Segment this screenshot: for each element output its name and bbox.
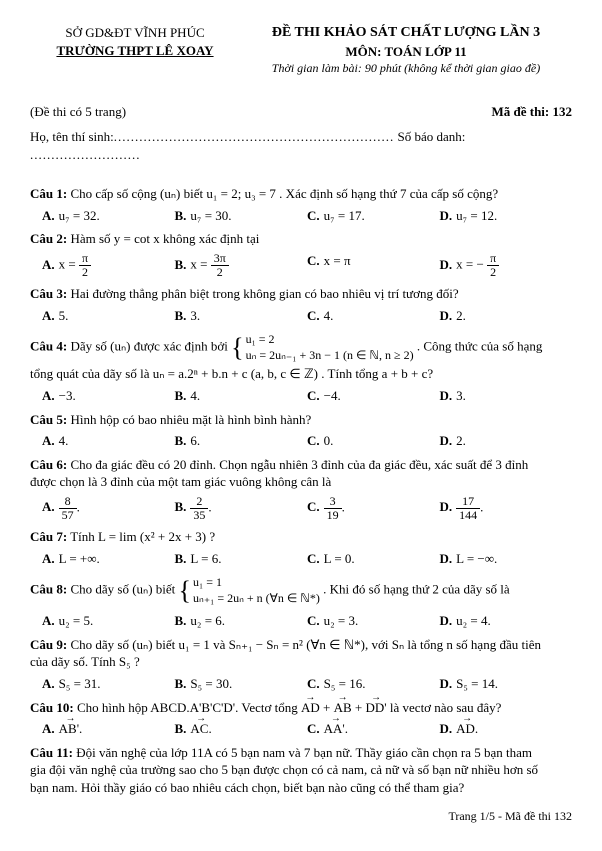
meta-row: (Đề thi có 5 trang) Mã đề thi: 132 (30, 103, 572, 121)
question-5: Câu 5: Hình hộp có bao nhiêu mặt là hình… (30, 411, 572, 450)
question-2: Câu 2: Hàm số y = cot x không xác định t… (30, 230, 572, 279)
q1-label: Câu 1: (30, 186, 67, 201)
exam-title: ĐỀ THI KHẢO SÁT CHẤT LƯỢNG LẦN 3 (240, 24, 572, 43)
exam-time: Thời gian làm bài: 90 phút (không kể thờ… (240, 60, 572, 76)
dept: SỞ GD&ĐT VĨNH PHÚC (30, 24, 240, 42)
name-label: Họ, tên thí sinh: (30, 129, 114, 144)
school: TRƯỜNG THPT LÊ XOAY (30, 42, 240, 60)
question-4: Câu 4: Dãy số (uₙ) được xác định bởi {u₁… (30, 330, 572, 404)
question-7: Câu 7: Tính L = lim (x² + 2x + 3) ? A.L … (30, 528, 572, 567)
question-10: Câu 10: Cho hình hộp ABCD.A'B'C'D'. Vect… (30, 699, 572, 738)
exam-code: Mã đề thi: 132 (491, 103, 572, 121)
name-row: Họ, tên thí sinh:.......................… (30, 128, 572, 163)
q2-choices: A.x = π2 B.x = 3π2 C.x = π D.x = − π2 (42, 252, 572, 279)
q1-seq: (uₙ) (160, 186, 180, 201)
q1-choices: A.u₇ = 32. B.u₇ = 30. C.u₇ = 17. D.u₇ = … (42, 207, 572, 225)
header-left: SỞ GD&ĐT VĨNH PHÚC TRƯỜNG THPT LÊ XOAY (30, 24, 240, 77)
name-dots: ........................................… (114, 129, 395, 144)
q1-text-mid: biết u₁ = 2; u₃ = 7 . Xác định số hạng t… (180, 186, 498, 201)
subject: MÔN: TOÁN LỚP 11 (240, 43, 572, 61)
question-3: Câu 3: Hai đường thẳng phân biệt trong k… (30, 285, 572, 324)
id-dots: .......................... (30, 147, 141, 162)
q2-label: Câu 2: (30, 231, 67, 246)
question-11: Câu 11: Đội văn nghệ của lớp 11A có 5 bạ… (30, 744, 572, 797)
question-6: Câu 6: Cho đa giác đều có 20 đỉnh. Chọn … (30, 456, 572, 522)
q2-text: Hàm số y = cot x không xác định tại (70, 231, 259, 246)
id-label: Số báo danh: (398, 129, 466, 144)
q1-text-pre: Cho cấp số cộng (70, 186, 160, 201)
question-1: Câu 1: Cho cấp số cộng (uₙ) biết u₁ = 2;… (30, 185, 572, 224)
header-right: ĐỀ THI KHẢO SÁT CHẤT LƯỢNG LẦN 3 MÔN: TO… (240, 24, 572, 77)
page-count: (Đề thi có 5 trang) (30, 103, 126, 121)
page-header: SỞ GD&ĐT VĨNH PHÚC TRƯỜNG THPT LÊ XOAY Đ… (30, 24, 572, 77)
question-9: Câu 9: Cho dãy số (uₙ) biết u₁ = 1 và Sₙ… (30, 636, 572, 693)
page-footer: Trang 1/5 - Mã đề thi 132 (30, 808, 572, 824)
question-8: Câu 8: Cho dãy số (uₙ) biết {u₁ = 1uₙ₊₁ … (30, 573, 572, 630)
